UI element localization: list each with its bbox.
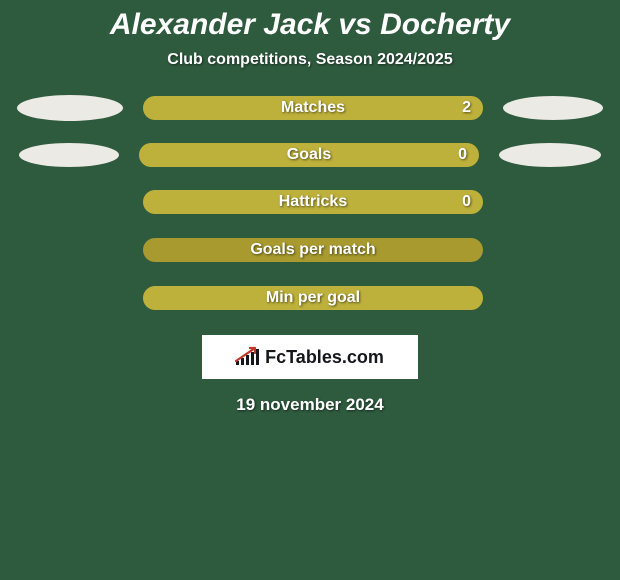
right-oval: [503, 96, 603, 120]
right-oval: [499, 143, 601, 167]
stat-bar: Goals per match: [143, 238, 483, 262]
right-spacer: [503, 190, 603, 214]
subtitle: Club competitions, Season 2024/2025: [167, 51, 452, 69]
left-spacer: [17, 237, 123, 263]
stat-row: Matches2: [0, 95, 620, 121]
right-spacer: [503, 286, 603, 310]
logo-arrow-icon: [235, 345, 263, 363]
left-spacer: [17, 189, 123, 215]
stat-bar-label: Matches: [143, 99, 483, 117]
left-oval: [17, 95, 123, 121]
stat-row: Goals per match: [0, 237, 620, 263]
stat-bar: Min per goal: [143, 286, 483, 310]
stat-rows: Matches2Goals0Hattricks0Goals per matchM…: [0, 95, 620, 311]
left-spacer: [17, 285, 123, 311]
right-spacer: [503, 238, 603, 262]
logo-text: FcTables.com: [265, 347, 384, 368]
stat-bar-label: Goals per match: [143, 241, 483, 259]
stat-bar-value: 0: [458, 143, 467, 167]
stat-row: Hattricks0: [0, 189, 620, 215]
stat-bar-label: Hattricks: [143, 193, 483, 211]
logo-box: FcTables.com: [202, 335, 418, 379]
stat-bar: Matches2: [143, 96, 483, 120]
stat-bar: Goals0: [139, 143, 479, 167]
date-text: 19 november 2024: [236, 395, 383, 415]
left-oval: [19, 143, 119, 167]
stat-row: Goals0: [0, 143, 620, 167]
stat-bar: Hattricks0: [143, 190, 483, 214]
stat-bar-label: Goals: [139, 146, 479, 164]
stat-bar-value: 2: [462, 96, 471, 120]
stat-bar-value: 0: [462, 190, 471, 214]
logo-chart-icon: [236, 349, 259, 365]
stat-bar-label: Min per goal: [143, 289, 483, 307]
page-title: Alexander Jack vs Docherty: [110, 8, 510, 41]
stat-row: Min per goal: [0, 285, 620, 311]
